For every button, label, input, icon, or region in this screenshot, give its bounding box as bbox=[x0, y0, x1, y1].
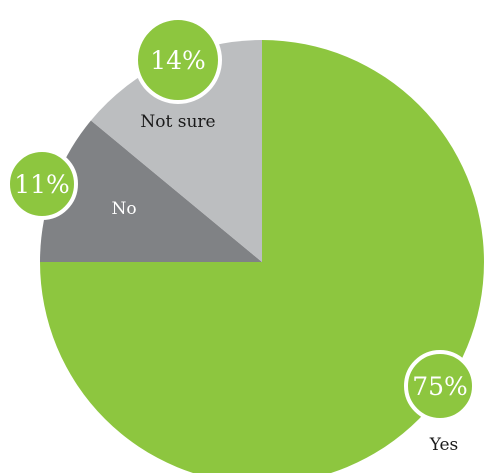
pie-slice-not-sure bbox=[90, 40, 262, 262]
pie-slice-yes bbox=[40, 40, 484, 473]
pie-slice-labels: Yes No Not sure bbox=[111, 112, 458, 455]
slice-label-no: No bbox=[111, 199, 136, 219]
percent-label-yes: 75% bbox=[412, 372, 468, 401]
percent-label-no: 11% bbox=[14, 170, 70, 199]
percent-label-not-sure: 14% bbox=[150, 46, 206, 75]
percent-badge-not-sure bbox=[134, 16, 222, 104]
percent-badges: 75% 11% 14% bbox=[6, 16, 476, 422]
slice-label-not-sure: Not sure bbox=[140, 112, 215, 132]
percent-badge-yes bbox=[404, 350, 476, 422]
slice-label-yes: Yes bbox=[429, 435, 459, 455]
pie-slice-no bbox=[40, 120, 262, 262]
pie-slices bbox=[40, 40, 484, 473]
percent-badge-no bbox=[6, 148, 78, 220]
